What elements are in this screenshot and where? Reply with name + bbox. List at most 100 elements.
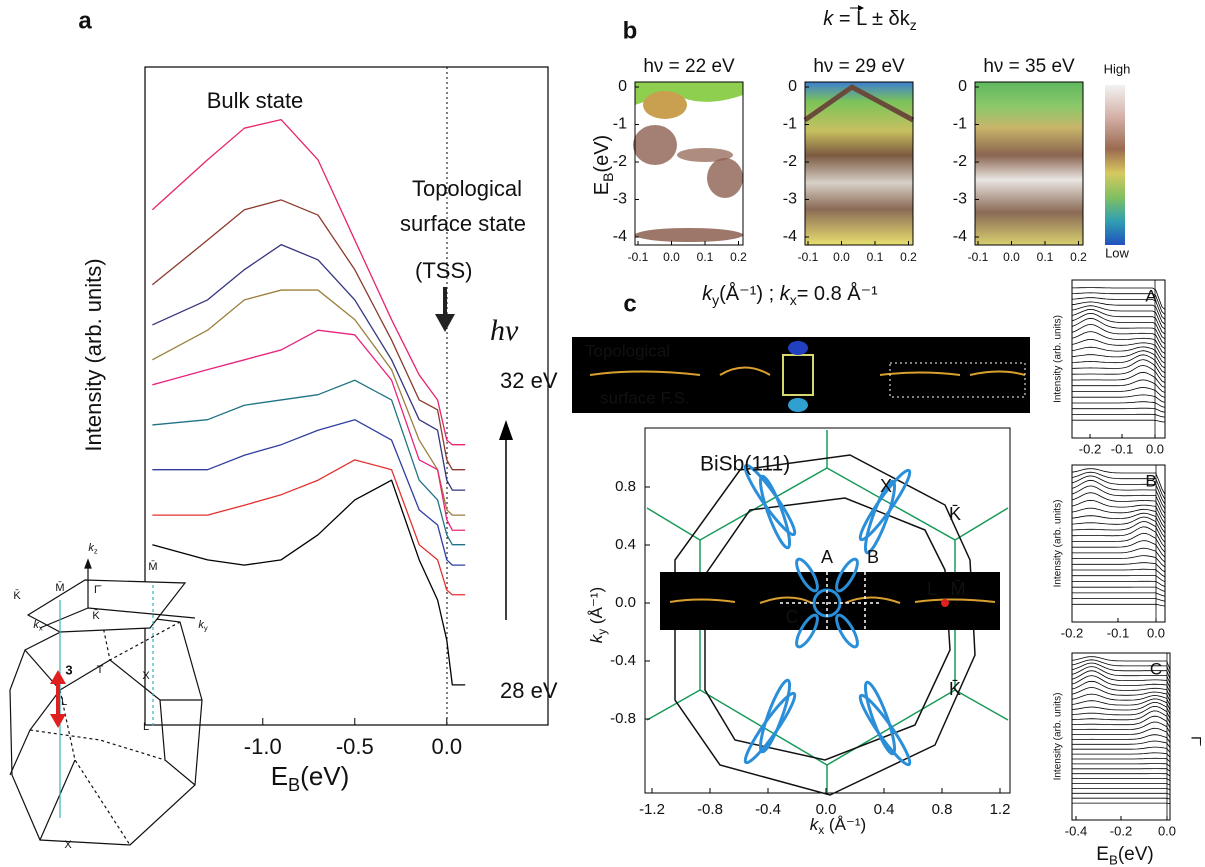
edc-curve [1071, 507, 1166, 529]
annotation: hν [490, 314, 519, 347]
text-part: (Å⁻¹) [824, 815, 866, 834]
y-tick-label: -4 [783, 228, 797, 245]
edc-curve [1071, 670, 1171, 689]
bz-boundary [674, 454, 976, 796]
x-tick-label: -0.2 [1061, 625, 1083, 640]
x-tick-label: -0.4 [1065, 823, 1087, 838]
x-tick-label: -0.2 [1079, 441, 1101, 456]
fs-petals [743, 463, 912, 767]
edc-curve [1072, 715, 1171, 729]
edc-curve [1072, 407, 1166, 413]
edc-curve [1071, 499, 1166, 524]
spectrum [152, 289, 466, 516]
x-tick-label: 0.0 [431, 734, 462, 759]
panel-label: c [623, 290, 636, 317]
y-axis-label: ky (Å⁻¹) [587, 587, 609, 643]
edc-curve [1072, 792, 1171, 795]
bz-label: K̄ [92, 609, 100, 622]
bz-3d [9, 558, 203, 846]
y-tick-label: -1 [613, 116, 627, 133]
edc-curve [1071, 516, 1166, 539]
map-title: hν = 35 eV [983, 56, 1075, 77]
x-tick-label: -0.4 [755, 801, 781, 818]
bz-label: L [61, 696, 67, 708]
edc-curve [1072, 586, 1166, 592]
colorbar [1105, 85, 1125, 245]
edc-curve [1072, 773, 1171, 777]
edc-tag: A [1145, 286, 1157, 305]
text-part: k [33, 619, 39, 631]
x-tick-label: 0.0 [1003, 250, 1020, 264]
edc-curve [1072, 778, 1171, 781]
edc-curve [1072, 419, 1166, 423]
y-tick-label: -4 [613, 228, 627, 245]
y-axis-label: Intensity (arb. units) [1053, 693, 1064, 781]
edc-curve [1071, 297, 1166, 320]
spectrum [152, 479, 466, 686]
bz-point: A [821, 547, 833, 567]
y-tick-label: 0 [618, 78, 627, 95]
text-part: (eV) [1118, 844, 1154, 865]
edc-tag: B [1145, 471, 1156, 490]
text-part: = 0.8 Å⁻¹ [797, 282, 878, 305]
bz-title: BiSb(111) [700, 453, 790, 476]
x-tick-label: 0.0 [1158, 823, 1176, 838]
bz-label: X [64, 839, 72, 851]
bz-point: X [880, 476, 892, 496]
bz-point: C [786, 607, 799, 627]
zoom-box [889, 362, 1026, 398]
bz-label: K̄ [13, 589, 21, 602]
bz-point: M̄ [951, 579, 966, 599]
edc-curve [1072, 734, 1171, 743]
text-part: E [591, 182, 613, 195]
red-arrow-head [50, 714, 66, 728]
x-tick-label: 0.2 [730, 250, 747, 264]
edc-curve [1071, 331, 1166, 354]
text-part: z [910, 17, 917, 33]
vector-arrow-head [858, 5, 864, 11]
panel-label: a [78, 7, 92, 34]
map-frame [974, 81, 1084, 246]
y-axis-label: EB(eV) [591, 135, 615, 195]
text-part: (Å⁻¹) [587, 587, 606, 629]
text-part: B [600, 173, 616, 182]
y-axis-label: Intensity (arb. units) [81, 258, 106, 451]
spectrum [152, 419, 466, 566]
edc-curve [1072, 568, 1166, 578]
edc-curve [1072, 394, 1166, 403]
text-part: k [88, 542, 94, 554]
x-tick-label: 1.2 [990, 801, 1011, 818]
edc-curve [1072, 387, 1166, 398]
edc-curve [1071, 301, 1166, 325]
edc-curve [1071, 675, 1171, 693]
text-part: E [271, 761, 288, 791]
edc-curve [1071, 687, 1171, 702]
colorbar-label: Low [1105, 245, 1129, 260]
x-tick-label: -0.1 [628, 250, 649, 264]
x-tick-label: 0.0 [1147, 625, 1165, 640]
x-tick-label: -0.1 [1107, 625, 1129, 640]
text-part: k [587, 633, 606, 643]
edc-curve [1071, 305, 1166, 330]
axes-frame [144, 66, 549, 726]
text-part: y [595, 629, 609, 635]
edc-curve [1071, 475, 1166, 505]
x-axis-label: EB(eV) [271, 761, 350, 795]
y-tick-label: 0 [788, 78, 797, 95]
edc-curve [1071, 693, 1171, 706]
text-part: = L ± δk [833, 8, 910, 30]
text-part: k [702, 283, 713, 305]
map-title: hν = 29 eV [813, 56, 905, 77]
edc-curve [1071, 308, 1166, 335]
strip-text: Topological [585, 341, 670, 360]
y-tick-label: -0.8 [610, 710, 636, 727]
bz-label: T [97, 664, 104, 676]
text-part: (Å⁻¹) ; [719, 282, 780, 305]
spectrum [152, 459, 466, 596]
fs-spot [788, 398, 808, 412]
edc-curve [1072, 752, 1171, 758]
text-part: y [204, 623, 208, 632]
edc-curves [1071, 656, 1171, 805]
x-tick-label: 0.4 [874, 801, 895, 818]
